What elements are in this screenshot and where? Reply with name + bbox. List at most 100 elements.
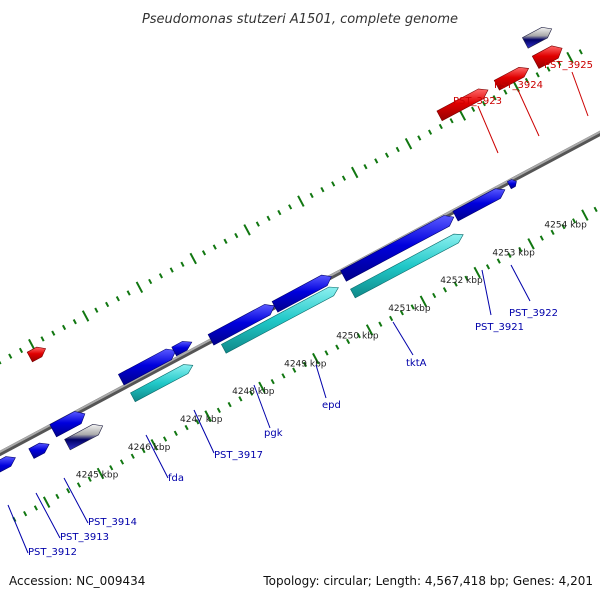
tick-mark xyxy=(109,465,114,471)
gene-arrow-cyan[interactable] xyxy=(220,286,339,354)
gene-arrow-red[interactable] xyxy=(493,66,530,91)
gene-label[interactable]: PST_3925 xyxy=(544,60,593,71)
tick-mark xyxy=(87,476,92,482)
tick-mark xyxy=(180,261,185,267)
tick-mark xyxy=(28,338,36,351)
gene-label[interactable]: PST_3924 xyxy=(494,80,543,91)
tick-mark xyxy=(266,215,271,222)
gene-label[interactable]: pgk xyxy=(264,428,283,439)
tick-mark xyxy=(255,221,260,227)
tick-mark xyxy=(243,224,251,236)
tick-mark xyxy=(566,51,574,64)
tick-mark xyxy=(384,152,390,158)
gene-arrow-red[interactable] xyxy=(531,45,563,69)
tick-mark xyxy=(410,304,415,310)
tick-mark xyxy=(581,209,589,221)
gene-arrow-blue[interactable] xyxy=(0,456,16,477)
tick-mark xyxy=(204,410,212,422)
tick-mark xyxy=(331,181,336,187)
tick-label: 4248 kbp xyxy=(232,387,275,397)
gene-arrow-blue[interactable] xyxy=(28,442,50,459)
tick-mark xyxy=(399,310,404,316)
gene-arrow-blue[interactable] xyxy=(271,274,332,313)
tick-mark xyxy=(212,244,217,250)
tick-mark xyxy=(66,488,71,494)
gene-arrow-blue[interactable] xyxy=(506,179,517,190)
gene-arrow-mixed[interactable] xyxy=(521,26,553,49)
gene-arrow-blue[interactable] xyxy=(49,411,86,438)
tick-mark xyxy=(557,60,562,67)
tick-mark xyxy=(356,333,361,339)
tick-label: 4247 kbp xyxy=(180,415,223,425)
gene-arrow-blue[interactable] xyxy=(452,188,506,222)
gene-label[interactable]: PST_3912 xyxy=(28,547,77,558)
tick-mark xyxy=(126,290,131,296)
tick-mark xyxy=(201,250,207,256)
tick-mark xyxy=(195,419,200,425)
tick-label: 4250 kbp xyxy=(336,332,379,342)
gene-arrow-red[interactable] xyxy=(436,88,489,122)
gene-arrow-mixed[interactable] xyxy=(64,423,104,451)
gene-arrow-red[interactable] xyxy=(26,346,47,363)
gene-label[interactable]: PST_3913 xyxy=(60,532,109,543)
tick-mark xyxy=(55,493,60,500)
gene-label[interactable]: tktA xyxy=(406,358,427,369)
tick-mark xyxy=(471,106,476,112)
gene-label[interactable]: PST_3914 xyxy=(88,517,137,528)
tick-mark xyxy=(395,146,400,153)
gene-label[interactable]: fda xyxy=(168,473,184,484)
tick-mark xyxy=(96,467,105,480)
gene-leader-line xyxy=(253,384,271,429)
tick-mark xyxy=(309,192,314,199)
tick-mark xyxy=(417,135,422,141)
tick-mark xyxy=(18,347,24,354)
tick-mark xyxy=(238,396,243,402)
gene-label[interactable]: PST_3922 xyxy=(509,308,558,319)
tick-mark xyxy=(365,324,374,336)
tick-mark xyxy=(535,72,540,78)
tick-mark xyxy=(404,137,413,150)
tick-label: 4245 kbp xyxy=(76,471,119,481)
tick-mark xyxy=(169,267,174,273)
tick-mark xyxy=(72,319,77,325)
tick-mark xyxy=(464,275,469,281)
gene-label[interactable]: PST_3921 xyxy=(475,322,524,333)
tick-mark xyxy=(449,118,454,124)
gene-arrow-cyan[interactable] xyxy=(130,364,194,403)
gene-label[interactable]: PST_3917 xyxy=(214,450,263,461)
tick-mark xyxy=(561,223,566,230)
gene-leader-line xyxy=(571,71,589,117)
tick-mark xyxy=(227,401,232,408)
tick-mark xyxy=(593,206,598,213)
gene-leader-line xyxy=(193,409,215,454)
tick-mark xyxy=(23,510,28,517)
gene-label[interactable]: PST_3923 xyxy=(453,96,502,107)
map-title: Pseudomonas stutzeri A1501, complete gen… xyxy=(142,12,458,27)
gene-leader-line xyxy=(510,264,531,302)
gene-arrow-blue[interactable] xyxy=(207,304,275,346)
gene-arrow-blue[interactable] xyxy=(340,215,455,282)
tick-mark xyxy=(492,95,497,101)
gene-leader-line xyxy=(63,477,89,524)
tick-mark xyxy=(0,360,2,365)
tick-label: 4254 kbp xyxy=(544,221,587,231)
tick-mark xyxy=(115,296,120,302)
gene-arrow-cyan[interactable] xyxy=(350,233,464,299)
gene-arrow-blue[interactable] xyxy=(117,348,177,386)
gene-leader-line xyxy=(145,434,169,479)
gene-features[interactable] xyxy=(0,26,563,477)
tick-labels: 4245 kbp 4246 kbp 4247 kbp 4248 kbp 4249 kbp… xyxy=(76,221,587,481)
tick-mark xyxy=(33,505,38,511)
tick-mark xyxy=(320,186,325,193)
gene-label[interactable]: epd xyxy=(322,400,341,411)
tick-mark xyxy=(119,459,125,465)
gene-leader-line xyxy=(7,504,29,554)
tick-mark xyxy=(550,229,555,236)
tick-mark xyxy=(374,158,379,164)
gene-leader-line xyxy=(315,364,327,399)
tick-mark xyxy=(40,336,45,342)
gene-arrow-blue[interactable] xyxy=(171,341,193,357)
tick-mark xyxy=(234,232,239,239)
tick-mark xyxy=(524,77,530,84)
